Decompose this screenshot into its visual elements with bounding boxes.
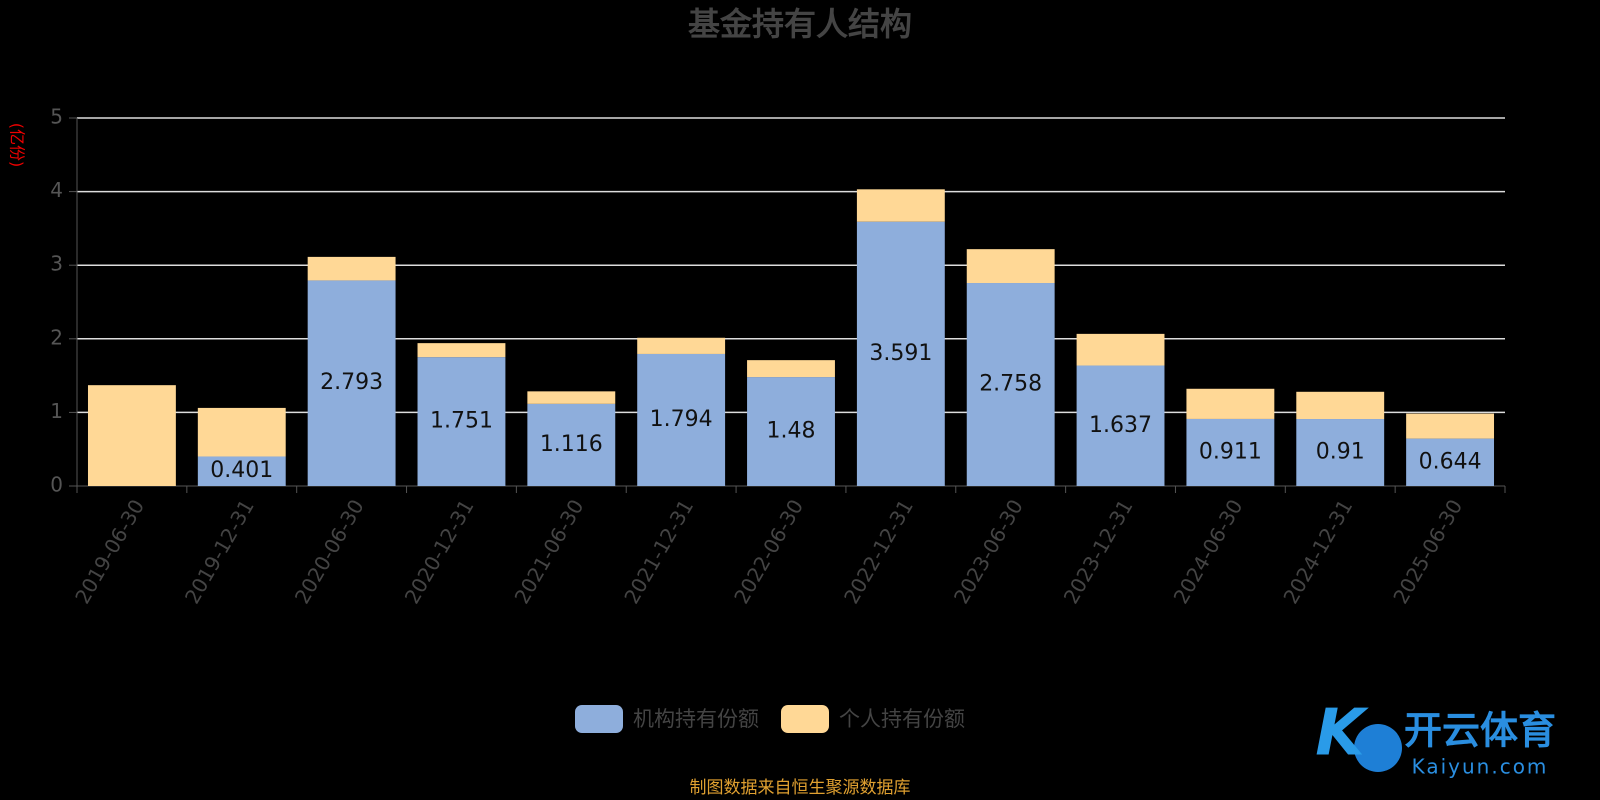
y-tick-label: 0 (50, 473, 63, 497)
bar-segment (747, 377, 835, 486)
y-tick-label: 2 (50, 325, 63, 349)
bar-segment (747, 360, 835, 378)
bar-segment (417, 343, 506, 358)
bar-segment (1076, 365, 1165, 486)
data-label: 1.48 (767, 419, 816, 444)
logo-ball (1354, 724, 1402, 772)
data-label: 0.911 (1199, 439, 1262, 464)
data-label: 3.591 (869, 341, 932, 366)
bar-segment (417, 357, 506, 486)
bar-segment (1296, 391, 1385, 420)
y-tick-label: 3 (50, 252, 63, 276)
data-label: 1.794 (650, 407, 713, 432)
data-label: 0.644 (1419, 449, 1482, 474)
data-label: 0.401 (210, 458, 273, 483)
legend-label: 个人持有份额 (839, 707, 965, 731)
source-note: 制图数据来自恒生聚源数据库 (690, 778, 911, 798)
bar-segment (856, 189, 945, 222)
bar-segment (1186, 388, 1275, 419)
bar-segment (197, 407, 286, 457)
data-label: 1.116 (540, 432, 603, 457)
bar-segment (1076, 333, 1165, 366)
bar-segment (637, 337, 726, 354)
legend-label: 机构持有份额 (633, 707, 759, 731)
bar-segment (856, 221, 945, 486)
legend-swatch (781, 705, 829, 733)
y-axis-label: (亿份) (8, 123, 27, 168)
bar-segment (1406, 438, 1495, 486)
watermark: K 开云体育 Kaiyun.com (1315, 697, 1556, 779)
bar-segment (1296, 419, 1385, 486)
bar-segment (87, 385, 176, 486)
logo-k: K (1315, 697, 1369, 771)
bar-segment (966, 249, 1055, 284)
bar-segment (527, 403, 616, 486)
bar-segment (637, 353, 726, 486)
y-tick-label: 1 (50, 399, 63, 423)
bar-segment (307, 256, 396, 281)
data-label: 2.758 (979, 372, 1042, 397)
bar-segment (966, 283, 1055, 486)
bar-segment (1186, 418, 1275, 486)
bar-segment (1406, 413, 1495, 439)
chart-title: 基金持有人结构 (688, 5, 912, 43)
bar-segment (197, 456, 286, 486)
data-label: 0.91 (1316, 440, 1365, 465)
legend-swatch (575, 705, 623, 733)
data-label: 1.751 (430, 409, 493, 434)
data-label: 2.793 (320, 370, 383, 395)
y-tick-label: 4 (50, 178, 63, 202)
bar-segment (307, 280, 396, 486)
watermark-title: 开云体育 (1404, 709, 1556, 753)
bar-segment (527, 391, 616, 404)
data-label: 1.637 (1089, 413, 1152, 438)
watermark-url: Kaiyun.com (1412, 755, 1549, 779)
y-tick-label: 5 (50, 105, 63, 129)
